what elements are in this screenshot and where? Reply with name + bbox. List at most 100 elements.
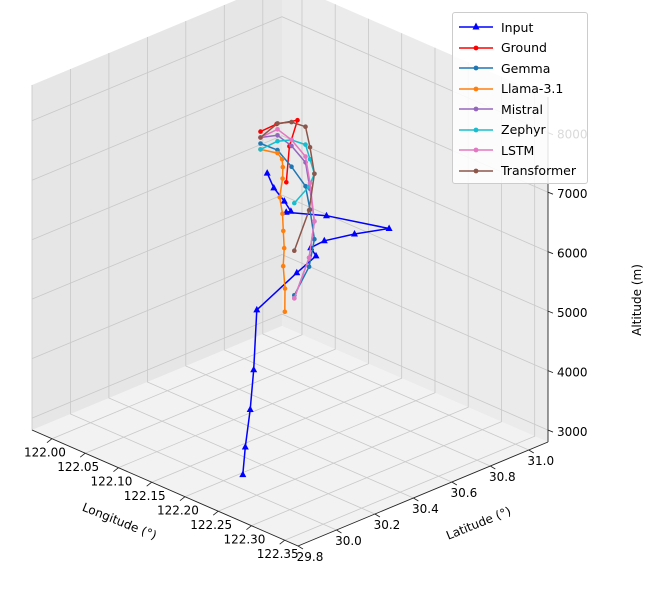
y-tick-label: 30.6	[450, 486, 477, 500]
data-point	[275, 150, 280, 156]
legend-swatch	[459, 106, 493, 112]
legend-swatch	[459, 65, 493, 71]
data-point	[292, 200, 297, 206]
legend-label: Mistral	[501, 101, 543, 117]
x-tick-mark	[46, 438, 53, 444]
z-tick-label: 7000	[557, 187, 588, 201]
x-tick-label: 122.05	[57, 460, 99, 474]
data-point	[303, 124, 308, 129]
x-tick-mark	[179, 496, 186, 502]
x-tick-mark	[246, 525, 252, 531]
x-axis-line	[31, 429, 299, 547]
grid-line-x	[51, 0, 303, 440]
x-tick-mark	[113, 467, 119, 473]
x-tick-label: 122.15	[124, 489, 166, 503]
y-tick-mark	[297, 545, 304, 550]
legend-label: Input	[501, 19, 534, 35]
legend-item-llama-3-1: Llama-3.1	[453, 79, 587, 100]
legend-swatch-marker	[473, 168, 479, 174]
data-point	[303, 154, 308, 159]
y-tick-mark	[336, 529, 342, 534]
side-wall-pane	[32, 0, 282, 430]
z-tick-mark	[547, 370, 554, 374]
data-point	[303, 183, 308, 189]
data-point	[280, 263, 286, 269]
grid-line-z	[31, 194, 549, 312]
data-point	[312, 236, 317, 242]
legend-swatch-marker	[473, 147, 479, 153]
z-tick-mark	[547, 251, 554, 255]
legend-swatch	[459, 147, 493, 153]
series-llama-3-1	[258, 147, 288, 315]
y-tick-mark	[490, 465, 496, 470]
legend-swatch	[459, 168, 493, 174]
grid-line-x	[118, 18, 369, 469]
legend-label: Gemma	[501, 60, 551, 76]
series-input	[239, 169, 393, 478]
data-point	[280, 197, 288, 204]
grid-line-z	[31, 313, 549, 431]
x-axis-label: Longitude (°)	[80, 500, 158, 543]
z-tick-mark	[547, 429, 554, 433]
legend-swatch	[459, 86, 493, 92]
y-tick-mark	[451, 481, 458, 486]
data-point	[284, 180, 289, 185]
data-point	[246, 405, 254, 412]
data-point	[351, 230, 358, 237]
data-point	[280, 176, 285, 181]
x-tick-label: 122.00	[24, 446, 66, 460]
y-tick-mark	[374, 513, 381, 518]
data-point	[289, 119, 294, 125]
legend-swatch-marker	[473, 106, 479, 112]
data-point	[281, 245, 287, 251]
x-tick-mark	[279, 539, 285, 545]
data-point	[293, 268, 301, 276]
z-tick-label: 6000	[557, 247, 588, 261]
data-point	[258, 129, 263, 134]
data-point	[281, 228, 286, 234]
series-line-transformer	[260, 121, 316, 251]
data-point	[312, 251, 320, 259]
legend-label: Transformer	[501, 163, 577, 179]
legend: Input Ground Gemma Llama-3.1 Mistral Zephyr LS…	[452, 12, 588, 184]
data-point	[289, 143, 294, 149]
data-point	[282, 286, 288, 291]
data-point	[320, 236, 328, 244]
data-point	[312, 171, 317, 177]
grid-line-y	[262, 0, 529, 451]
legend-item-transformer: Transformer	[453, 161, 587, 182]
legend-item-gemma: Gemma	[453, 58, 587, 79]
y-tick-label: 30.0	[335, 534, 362, 548]
data-point	[289, 137, 294, 143]
legend-swatch	[459, 45, 493, 51]
y-tick-label: 30.2	[374, 518, 401, 532]
data-point	[277, 195, 283, 200]
legend-item-zephyr: Zephyr	[453, 120, 587, 141]
grid-line-x	[251, 76, 502, 527]
data-point	[275, 133, 280, 138]
data-point	[241, 443, 249, 450]
data-point	[287, 207, 295, 214]
legend-item-ground: Ground	[453, 38, 587, 59]
grid-line-y	[223, 5, 491, 467]
z-tick-label: 4000	[557, 366, 588, 380]
z-axis-label: Altitude (m)	[630, 264, 644, 336]
data-point	[282, 309, 288, 315]
series-line-lstm	[260, 128, 316, 299]
data-point	[270, 183, 278, 191]
legend-swatch-marker	[473, 65, 479, 71]
y-tick-mark	[413, 497, 419, 502]
legend-item-lstm: LSTM	[453, 140, 587, 161]
data-point	[295, 117, 300, 123]
grid-line-x	[184, 47, 436, 498]
data-point	[275, 121, 280, 126]
data-point	[292, 248, 297, 253]
legend-label: Ground	[501, 40, 547, 56]
grid-line-x	[85, 4, 336, 454]
legend-swatch-marker	[473, 127, 479, 133]
legend-item-mistral: Mistral	[453, 99, 587, 120]
data-point	[280, 164, 286, 170]
x-tick-label: 122.10	[90, 475, 132, 489]
legend-label: Zephyr	[501, 122, 546, 138]
y-tick-mark	[528, 449, 535, 454]
